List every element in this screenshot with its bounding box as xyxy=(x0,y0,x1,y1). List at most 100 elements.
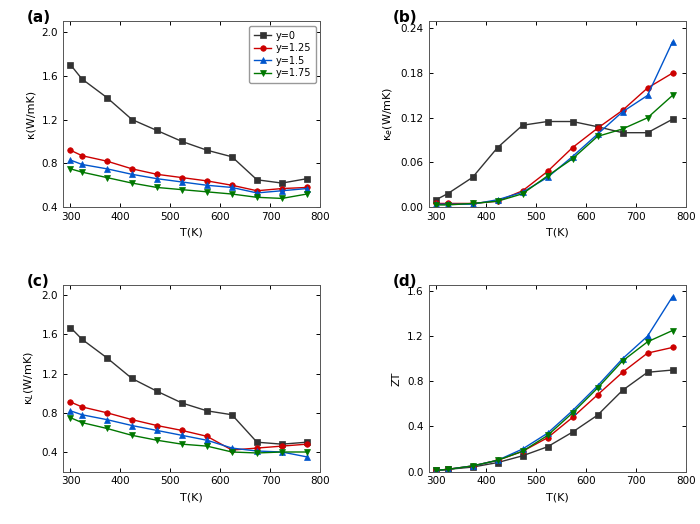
y=0 xyxy=(618,387,626,394)
y=1.25 xyxy=(78,152,86,159)
y=0 xyxy=(468,464,477,470)
y=0 xyxy=(78,76,86,82)
y=1.5 xyxy=(668,293,677,300)
y=1.25 xyxy=(668,344,677,351)
y=1.25 xyxy=(178,174,186,181)
y=0 xyxy=(278,180,286,186)
y=1.25 xyxy=(203,178,211,184)
Line: y=1.5: y=1.5 xyxy=(68,157,309,195)
y=1.25 xyxy=(443,200,452,206)
y=1.5 xyxy=(253,448,261,454)
y=1.75 xyxy=(468,463,477,469)
y=1.5 xyxy=(302,185,311,192)
y=1.5 xyxy=(643,333,652,340)
y=1.75 xyxy=(568,410,577,416)
Y-axis label: κ(W/mK): κ(W/mK) xyxy=(26,90,36,138)
y=1.75 xyxy=(253,194,261,201)
y=1.75 xyxy=(668,328,677,334)
y=1.25 xyxy=(618,369,626,375)
y=1.75 xyxy=(643,115,652,121)
y=0 xyxy=(103,355,111,361)
Y-axis label: ZT: ZT xyxy=(391,372,402,386)
Line: y=0: y=0 xyxy=(68,325,309,447)
y=1.75 xyxy=(518,191,526,197)
y=1.25 xyxy=(302,441,311,447)
y=1.75 xyxy=(278,449,286,455)
y=1.25 xyxy=(128,417,136,423)
y=1.5 xyxy=(153,427,161,433)
y=0 xyxy=(203,147,211,154)
y=0 xyxy=(494,145,502,151)
y=1.5 xyxy=(432,467,440,474)
y=1.5 xyxy=(432,201,440,208)
y=1.5 xyxy=(518,446,526,452)
y=0 xyxy=(302,439,311,445)
y=0 xyxy=(128,375,136,381)
y=1.25 xyxy=(594,392,602,398)
y=1.5 xyxy=(253,190,261,196)
y=1.75 xyxy=(618,358,626,364)
y=1.5 xyxy=(128,422,136,429)
y=1.25 xyxy=(643,85,652,91)
y=1.25 xyxy=(66,147,75,154)
y=1.5 xyxy=(594,383,602,389)
y=1.5 xyxy=(643,92,652,99)
y=1.25 xyxy=(278,185,286,192)
y=1.5 xyxy=(494,457,502,463)
y=1.5 xyxy=(153,176,161,182)
y=1.5 xyxy=(494,196,502,203)
y=1.25 xyxy=(468,463,477,469)
Text: (c): (c) xyxy=(27,274,50,289)
y=1.75 xyxy=(178,187,186,193)
Line: y=1.5: y=1.5 xyxy=(433,294,676,473)
y=1.25 xyxy=(543,434,552,441)
y=1.75 xyxy=(618,126,626,132)
y=1.25 xyxy=(494,457,502,463)
y=1.5 xyxy=(228,445,236,451)
y=0 xyxy=(228,154,236,160)
Y-axis label: κ$_L$(W/mK): κ$_L$(W/mK) xyxy=(22,352,36,406)
Line: y=1.75: y=1.75 xyxy=(433,93,676,208)
Text: (b): (b) xyxy=(393,10,417,25)
y=0 xyxy=(443,466,452,473)
y=1.75 xyxy=(543,173,552,179)
y=1.5 xyxy=(203,182,211,189)
y=1.75 xyxy=(518,448,526,454)
y=0 xyxy=(66,62,75,68)
y=1.5 xyxy=(278,449,286,455)
y=1.75 xyxy=(443,202,452,208)
y=1.25 xyxy=(594,125,602,132)
Y-axis label: κ$_e$(W/mK): κ$_e$(W/mK) xyxy=(382,87,395,141)
y=1.75 xyxy=(128,432,136,439)
y=1.5 xyxy=(543,174,552,181)
y=1.75 xyxy=(443,466,452,473)
y=1.25 xyxy=(543,168,552,174)
Line: y=1.5: y=1.5 xyxy=(68,408,309,460)
Line: y=1.25: y=1.25 xyxy=(68,399,309,453)
y=1.25 xyxy=(618,107,626,114)
X-axis label: T(K): T(K) xyxy=(181,227,203,237)
y=0 xyxy=(643,369,652,375)
y=1.75 xyxy=(153,437,161,443)
y=1.5 xyxy=(594,131,602,137)
Text: (a): (a) xyxy=(27,10,51,25)
y=1.75 xyxy=(543,432,552,439)
y=1.75 xyxy=(594,133,602,139)
y=1.25 xyxy=(178,427,186,433)
y=0 xyxy=(618,129,626,136)
Line: y=1.5: y=1.5 xyxy=(433,39,676,207)
y=0 xyxy=(468,174,477,181)
y=1.5 xyxy=(278,188,286,194)
Line: y=0: y=0 xyxy=(433,367,676,473)
y=0 xyxy=(253,177,261,183)
y=1.75 xyxy=(203,189,211,195)
y=1.25 xyxy=(432,200,440,206)
y=1.5 xyxy=(468,463,477,469)
y=1.75 xyxy=(468,200,477,206)
y=0 xyxy=(443,191,452,197)
y=1.75 xyxy=(253,450,261,456)
y=0 xyxy=(128,116,136,123)
y=1.5 xyxy=(78,412,86,418)
y=1.25 xyxy=(668,70,677,77)
y=1.75 xyxy=(278,195,286,202)
